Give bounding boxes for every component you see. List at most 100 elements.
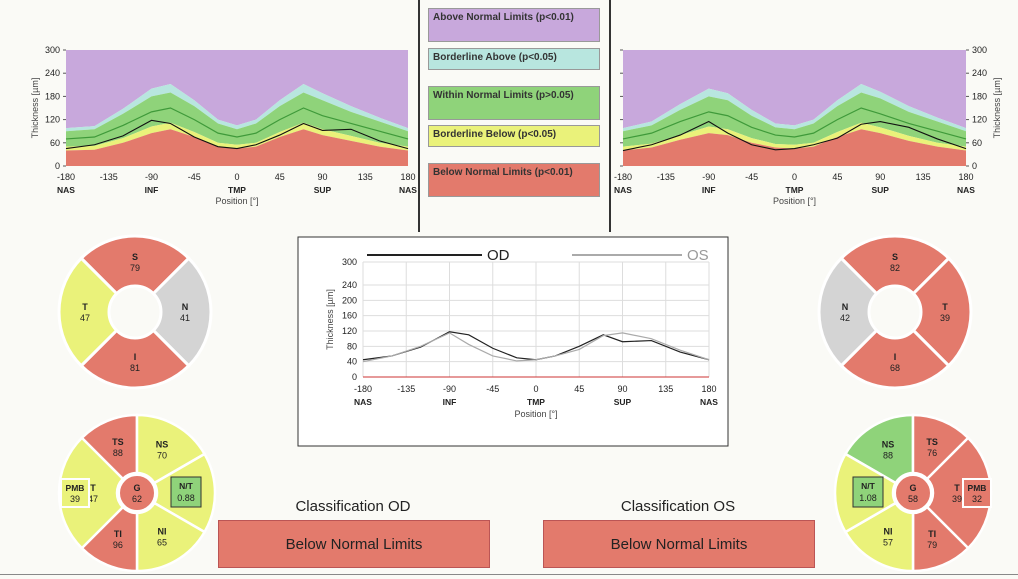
- gh-sector-ni-label: NI: [158, 526, 167, 536]
- x-tick-label: -45: [486, 384, 499, 394]
- sector-s-label: S: [132, 252, 138, 262]
- y-tick-label: 180: [45, 91, 60, 101]
- sector-s-value: 79: [130, 263, 140, 273]
- region-label: INF: [145, 185, 159, 195]
- os-quadrant-circle: S82 T39 I68 N42: [817, 234, 973, 390]
- legend-borderline-below: Borderline Below (p<0.05): [428, 125, 600, 147]
- y-tick-label: 60: [972, 138, 982, 148]
- region-label: TMP: [786, 185, 804, 195]
- os-garway-heath-circle: NS88TS76T39TI79NI57N42G58PMB32N/T1.08: [833, 413, 993, 573]
- region-label: NAS: [354, 397, 372, 407]
- classification-os-box: Below Normal Limits: [543, 520, 815, 568]
- band-within: [623, 92, 966, 147]
- gh-nt-ratio: [852, 476, 884, 508]
- legend-os-label: OS: [687, 247, 709, 264]
- gh-sector-ti-value: 96: [113, 540, 123, 550]
- region-label: NAS: [957, 185, 975, 195]
- x-tick-label: 135: [916, 172, 931, 182]
- legend-above: Above Normal Limits (p<0.01): [428, 8, 600, 42]
- band-borderline-below: [66, 122, 408, 151]
- classification-os-title: Classification OS: [620, 498, 736, 515]
- region-label: NAS: [399, 185, 417, 195]
- divider-left: [418, 0, 420, 232]
- y-tick-label: 0: [972, 161, 977, 171]
- gh-sector-ts-value: 88: [113, 448, 123, 458]
- band-borderline-above: [623, 84, 966, 132]
- sector-s-label: S: [892, 252, 898, 262]
- gh-sector-t-label: T: [90, 483, 96, 493]
- legend-within: Within Normal Limits (p>0.05): [428, 86, 600, 120]
- od-thickness-chart: 0 60 120 180 240 300 -180 -135 -90 -45 0 45 90 135 180…: [30, 45, 417, 206]
- gh-sector-ti-label: TI: [114, 529, 122, 539]
- classification-os-value: Below Normal Limits: [610, 535, 748, 553]
- gh-global-label: G: [909, 483, 916, 493]
- sector-t-label: T: [82, 302, 88, 312]
- gh-pmb-label: PMB: [968, 483, 987, 493]
- normal-mean-line: [65, 107, 409, 140]
- sector-n-label: N: [182, 302, 189, 312]
- gh-global-value: 62: [132, 494, 142, 504]
- region-label: TMP: [527, 397, 545, 407]
- legend-borderline-above: Borderline Above (p<0.05): [428, 48, 600, 70]
- sector-s: [839, 234, 951, 296]
- x-tick-label: 45: [574, 384, 584, 394]
- y-tick-label: 120: [972, 115, 987, 125]
- y-tick-label: 180: [972, 91, 987, 101]
- sector-s: [79, 234, 191, 296]
- divider-bottom: [0, 574, 1018, 575]
- x-tick-label: 90: [617, 384, 627, 394]
- region-label: SUP: [314, 185, 332, 195]
- y-tick-label: 240: [45, 68, 60, 78]
- gh-sector-t-value: 39: [952, 494, 962, 504]
- y-axis-label: Thickness [µm]: [325, 289, 335, 350]
- y-tick-label: 80: [347, 341, 357, 351]
- divider-right: [609, 0, 611, 232]
- x-tick-label: -90: [443, 384, 456, 394]
- gh-sector-ts-label: TS: [926, 437, 938, 447]
- x-tick-label: 90: [317, 172, 327, 182]
- band-below: [66, 129, 408, 166]
- region-label: NAS: [57, 185, 75, 195]
- gh-pmb: [60, 478, 90, 508]
- gh-nt-label: N/T: [179, 481, 194, 491]
- x-tick-label: -180: [614, 172, 632, 182]
- gh-pmb-label: PMB: [66, 483, 85, 493]
- gh-global-value: 58: [908, 494, 918, 504]
- region-label: NAS: [700, 397, 718, 407]
- y-tick-label: 300: [972, 45, 987, 55]
- gh-sector-ni-label: NI: [884, 526, 893, 536]
- x-axis-label: Position [°]: [773, 196, 816, 206]
- x-tick-label: 180: [958, 172, 973, 182]
- region-label: SUP: [872, 185, 890, 195]
- measured-line: [65, 119, 409, 150]
- x-tick-label: -180: [354, 384, 372, 394]
- x-tick-label: 0: [533, 384, 538, 394]
- gh-pmb-value: 39: [70, 494, 80, 504]
- gh-nt-value: 1.08: [859, 493, 877, 503]
- y-tick-label: 200: [342, 295, 357, 305]
- sector-t: [57, 256, 119, 368]
- y-axis-label: Thickness [µm]: [30, 78, 40, 139]
- band-below: [623, 129, 966, 166]
- y-tick-label: 300: [342, 257, 357, 267]
- x-tick-label: -90: [145, 172, 158, 182]
- gh-sector-ti-value: 79: [927, 540, 937, 550]
- region-label: INF: [443, 397, 457, 407]
- sector-i-value: 81: [130, 363, 140, 373]
- legend-below: Below Normal Limits (p<0.01): [428, 163, 600, 197]
- sector-n-value: 42: [840, 313, 850, 323]
- gh-pmb: [962, 478, 992, 508]
- x-tick-label: -135: [657, 172, 675, 182]
- sector-t-value: 47: [80, 313, 90, 323]
- os-thickness-chart: 0 60 120 180 240 300 -180 -135 -90 -45 0 45 90 135 180…: [614, 45, 1002, 206]
- sector-n-label: N: [842, 302, 849, 312]
- y-tick-label: 60: [50, 138, 60, 148]
- x-tick-label: -90: [702, 172, 715, 182]
- x-tick-label: -135: [100, 172, 118, 182]
- gh-sector-ns-value: 70: [157, 451, 167, 461]
- sector-i: [839, 328, 951, 390]
- gh-sector-ts-label: TS: [112, 437, 124, 447]
- gh-nt-value: 0.88: [177, 493, 195, 503]
- sector-t: [911, 256, 973, 368]
- gh-sector-ni-value: 57: [883, 537, 893, 547]
